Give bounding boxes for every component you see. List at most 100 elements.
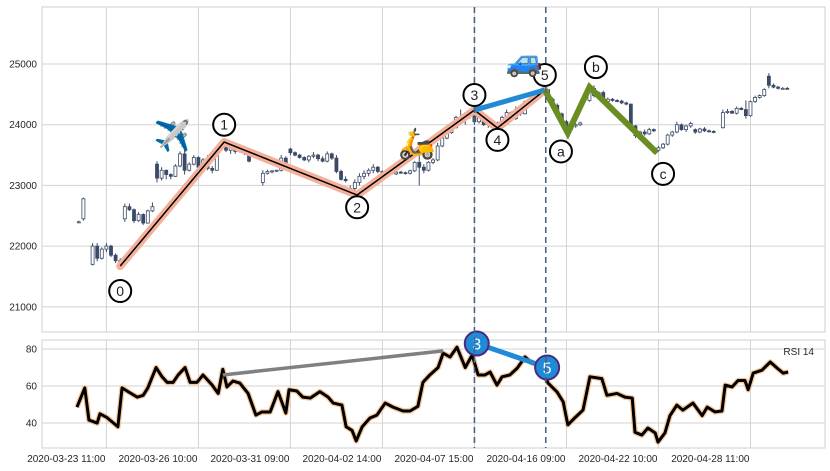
candle xyxy=(398,171,403,174)
candle xyxy=(661,143,665,149)
elliott-wave-lines xyxy=(116,82,660,271)
candle xyxy=(311,154,316,157)
candle xyxy=(95,245,100,259)
wave-label-circle xyxy=(548,139,573,164)
candle xyxy=(320,158,325,162)
candle xyxy=(352,181,357,189)
wave-label: 3 xyxy=(471,87,479,103)
candle xyxy=(670,131,675,136)
rsi-divergence-line xyxy=(222,349,444,377)
candle xyxy=(362,172,366,177)
y-tick-label: 23000 xyxy=(9,181,37,192)
candle xyxy=(780,87,785,90)
candle xyxy=(440,137,445,147)
candle xyxy=(155,163,159,179)
candle xyxy=(610,98,615,101)
rsi-y-tick-label: 60 xyxy=(26,382,38,393)
candle xyxy=(403,172,408,175)
candle xyxy=(187,163,192,171)
candle xyxy=(665,134,670,145)
candle xyxy=(306,155,311,161)
wave-label: c xyxy=(660,166,667,182)
wave-label: 4 xyxy=(494,132,502,148)
candle xyxy=(343,178,348,181)
wave-label: 1 xyxy=(220,117,228,133)
candle xyxy=(785,87,790,90)
candle xyxy=(697,128,702,133)
x-tick-label: 2020-04-07 15:00 xyxy=(394,454,473,465)
candle xyxy=(619,100,624,104)
candle xyxy=(132,209,136,222)
rsi-y-tick-label: 40 xyxy=(26,419,38,430)
candle xyxy=(725,110,730,114)
wave-label: b xyxy=(592,59,600,75)
corrective-wave-line xyxy=(542,82,660,156)
candle xyxy=(164,169,169,175)
candle xyxy=(578,122,583,126)
candle xyxy=(375,166,380,172)
candle xyxy=(651,129,656,132)
y-tick-label: 21000 xyxy=(9,302,37,313)
candle xyxy=(762,89,767,97)
candle xyxy=(734,107,739,114)
x-tick-label: 2020-04-22 10:00 xyxy=(578,454,657,465)
candle xyxy=(141,214,146,224)
candle xyxy=(688,123,693,127)
x-tick-label: 2020-04-16 09:00 xyxy=(486,454,565,465)
candle xyxy=(408,170,412,174)
y-tick-label: 24000 xyxy=(9,120,37,131)
candle xyxy=(642,131,647,135)
wave-label-circle xyxy=(345,195,370,220)
candle xyxy=(743,109,748,117)
candle xyxy=(90,245,95,265)
price-axes-frame xyxy=(41,6,826,333)
scooter-icon: 🛵 xyxy=(398,127,435,162)
candle xyxy=(757,95,762,98)
candle xyxy=(270,170,274,173)
candle xyxy=(684,125,688,130)
candle xyxy=(191,157,196,165)
candle xyxy=(136,214,141,222)
wave-label-circle xyxy=(108,279,133,304)
candle xyxy=(109,245,113,256)
candle xyxy=(274,169,279,172)
wave-label-circle xyxy=(212,112,237,137)
candle xyxy=(122,206,127,220)
candle xyxy=(145,210,150,224)
x-tick-label: 2020-03-26 10:00 xyxy=(118,454,197,465)
wave-label: 5 xyxy=(541,67,549,83)
candle xyxy=(113,254,118,262)
candle xyxy=(168,174,173,177)
x-tick-label: 2020-03-23 11:00 xyxy=(27,454,106,465)
candle xyxy=(720,112,725,129)
candle xyxy=(81,198,86,220)
airplane-icon: ✈️ xyxy=(154,117,191,153)
candle xyxy=(674,124,679,133)
rsi-marker-label: 3 xyxy=(472,337,481,354)
candle xyxy=(302,157,307,161)
rsi-line xyxy=(75,345,789,444)
candle xyxy=(334,157,339,172)
candle xyxy=(297,154,302,158)
rsi-marker-label: 5 xyxy=(543,361,552,378)
rsi-marker-circle xyxy=(463,330,490,357)
wave-label: 0 xyxy=(116,283,124,299)
candle xyxy=(412,161,417,172)
wave-label: a xyxy=(557,143,565,159)
candle xyxy=(431,159,435,163)
car-icon: 🚙 xyxy=(505,45,542,79)
y-tick-label: 22000 xyxy=(9,242,37,253)
rsi-legend-label: RSI 14 xyxy=(783,347,814,358)
candle xyxy=(615,100,619,102)
candle xyxy=(99,248,104,259)
x-tick-label: 2020-04-02 14:00 xyxy=(302,454,381,465)
candle xyxy=(76,221,81,224)
candle xyxy=(182,153,187,171)
candle xyxy=(178,153,182,167)
candle xyxy=(711,131,716,133)
candle xyxy=(702,128,707,132)
rsi-y-tick-label: 80 xyxy=(26,345,38,356)
rsi-series: 35 xyxy=(74,330,789,445)
candle xyxy=(260,172,265,183)
